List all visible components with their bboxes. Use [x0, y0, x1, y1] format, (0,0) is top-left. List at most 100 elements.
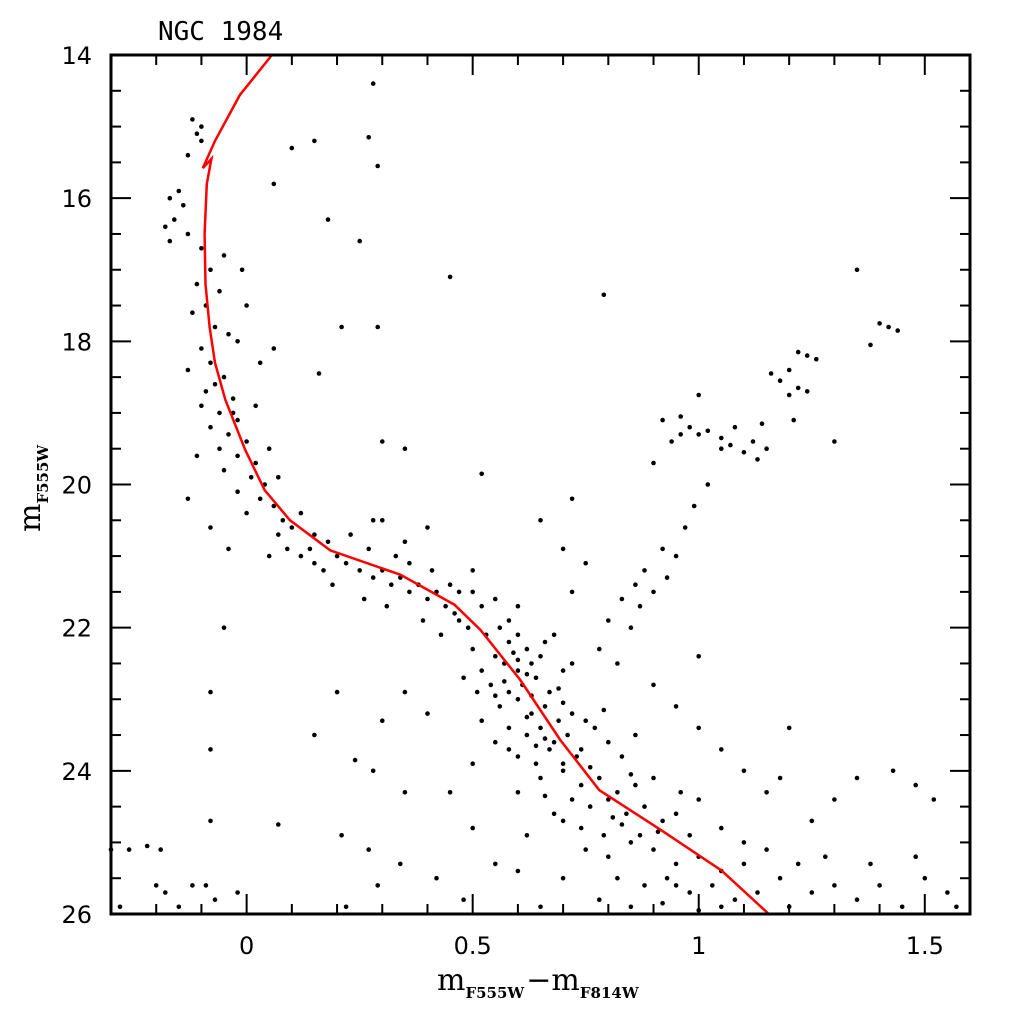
data-point: [524, 833, 530, 838]
data-point: [167, 195, 173, 201]
data-point: [425, 525, 430, 530]
data-point: [660, 901, 665, 906]
data-point: [560, 668, 566, 673]
data-point: [199, 346, 204, 351]
data-point: [542, 793, 548, 799]
data-point: [529, 711, 534, 716]
data-point: [470, 646, 476, 652]
data-point: [606, 618, 611, 623]
data-point: [506, 725, 512, 731]
data-point: [719, 435, 724, 441]
data-point: [719, 747, 724, 752]
data-point: [235, 339, 240, 344]
data-point: [375, 324, 381, 330]
data-point: [732, 424, 738, 430]
data-point: [235, 890, 240, 895]
x-tick-label: 0.5: [454, 932, 492, 960]
data-point: [615, 790, 620, 795]
data-point: [208, 267, 213, 273]
data-point: [615, 875, 620, 881]
data-point: [814, 356, 819, 362]
data-point: [515, 868, 521, 874]
data-point: [235, 417, 240, 423]
data-point: [515, 754, 521, 759]
data-point: [786, 392, 792, 398]
data-point: [691, 503, 697, 509]
data-point: [199, 124, 204, 129]
data-point: [533, 675, 539, 681]
data-point: [651, 460, 656, 466]
data-point: [212, 382, 218, 387]
data-point: [606, 854, 611, 859]
data-point: [506, 689, 512, 695]
y-tick-label: 22: [61, 615, 92, 643]
data-point: [389, 582, 394, 587]
data-point: [343, 560, 349, 566]
data-point: [185, 496, 191, 502]
data-point: [786, 367, 792, 373]
data-point: [542, 639, 548, 645]
data-point: [592, 725, 598, 731]
data-point: [126, 847, 132, 852]
data-point: [117, 904, 123, 910]
data-point: [212, 897, 218, 902]
data-point: [420, 618, 426, 623]
data-point: [542, 736, 548, 741]
data-point: [655, 829, 661, 834]
data-point: [682, 525, 688, 530]
data-point: [398, 861, 403, 867]
data-point: [931, 797, 937, 802]
data-point: [221, 467, 227, 473]
y-tick-label: 24: [61, 758, 92, 786]
data-point: [425, 596, 430, 602]
data-point: [312, 138, 317, 144]
data-point: [361, 596, 367, 602]
data-point: [741, 840, 747, 845]
data-point: [832, 797, 837, 802]
data-point: [312, 732, 317, 738]
plot-frame: [109, 53, 972, 916]
data-point: [515, 603, 521, 609]
data-point: [945, 890, 950, 895]
data-point: [407, 560, 412, 566]
data-point: [226, 546, 231, 552]
data-point: [560, 546, 566, 552]
data-point: [551, 811, 557, 817]
data-point: [493, 861, 498, 867]
data-point: [380, 518, 385, 523]
data-point: [795, 385, 801, 391]
data-point: [877, 883, 882, 888]
data-point: [515, 668, 521, 673]
data-point: [375, 883, 381, 888]
data-point: [208, 360, 213, 366]
data-point: [854, 267, 860, 273]
x-axis-label: mF555W−mF814W: [437, 963, 640, 1002]
data-point: [660, 417, 665, 423]
data-point: [307, 546, 313, 552]
data-point: [185, 231, 191, 237]
data-point: [777, 875, 783, 881]
data-point: [203, 883, 209, 888]
data-point: [587, 804, 593, 809]
data-point: [208, 689, 213, 695]
data-point: [357, 568, 363, 573]
data-point: [705, 428, 711, 434]
data-point: [334, 553, 340, 559]
data-point: [452, 611, 457, 616]
y-tick-label: 14: [61, 42, 92, 70]
x-tick-label: 1: [691, 932, 706, 960]
chart-title: NGC 1984: [158, 17, 283, 47]
data-point: [506, 747, 512, 752]
data-points: [108, 81, 959, 913]
data-point: [633, 582, 638, 587]
data-point: [533, 761, 539, 766]
data-point: [868, 342, 873, 348]
data-point: [547, 747, 552, 752]
data-point: [854, 897, 860, 902]
data-point: [239, 267, 245, 273]
data-point: [176, 188, 182, 194]
data-point: [502, 679, 507, 684]
data-point: [619, 754, 625, 759]
data-point: [479, 603, 485, 609]
data-point: [587, 765, 593, 770]
